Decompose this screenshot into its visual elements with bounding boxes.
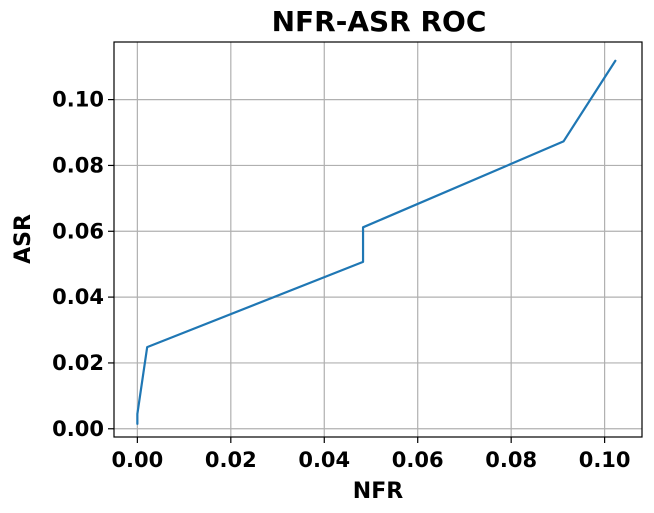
y-tick-label: 0.10 bbox=[52, 88, 104, 112]
series-layer bbox=[136, 59, 617, 425]
x-tick-label: 0.08 bbox=[485, 448, 537, 472]
y-axis: 0.00 0.02 0.04 0.06 0.08 0.10 bbox=[52, 88, 114, 441]
y-tick-label: 0.06 bbox=[52, 219, 104, 243]
roc-series-line bbox=[136, 59, 617, 425]
y-tick-label: 0.08 bbox=[52, 153, 104, 177]
x-tick-label: 0.02 bbox=[205, 448, 257, 472]
y-tick-label: 0.00 bbox=[52, 417, 104, 441]
y-tick-label: 0.04 bbox=[52, 285, 104, 309]
y-tick-label: 0.02 bbox=[52, 351, 104, 375]
x-tick-label: 0.04 bbox=[298, 448, 350, 472]
grid bbox=[114, 42, 642, 437]
x-tick-label: 0.00 bbox=[111, 448, 163, 472]
x-tick-label: 0.06 bbox=[392, 448, 444, 472]
x-axis-title: NFR bbox=[353, 479, 403, 504]
x-axis: 0.00 0.02 0.04 0.06 0.08 0.10 bbox=[111, 437, 631, 472]
y-axis-title: ASR bbox=[11, 214, 36, 264]
plot-area-frame bbox=[113, 41, 643, 438]
chart-title: NFR-ASR ROC bbox=[272, 5, 487, 38]
x-tick-label: 0.10 bbox=[579, 448, 631, 472]
